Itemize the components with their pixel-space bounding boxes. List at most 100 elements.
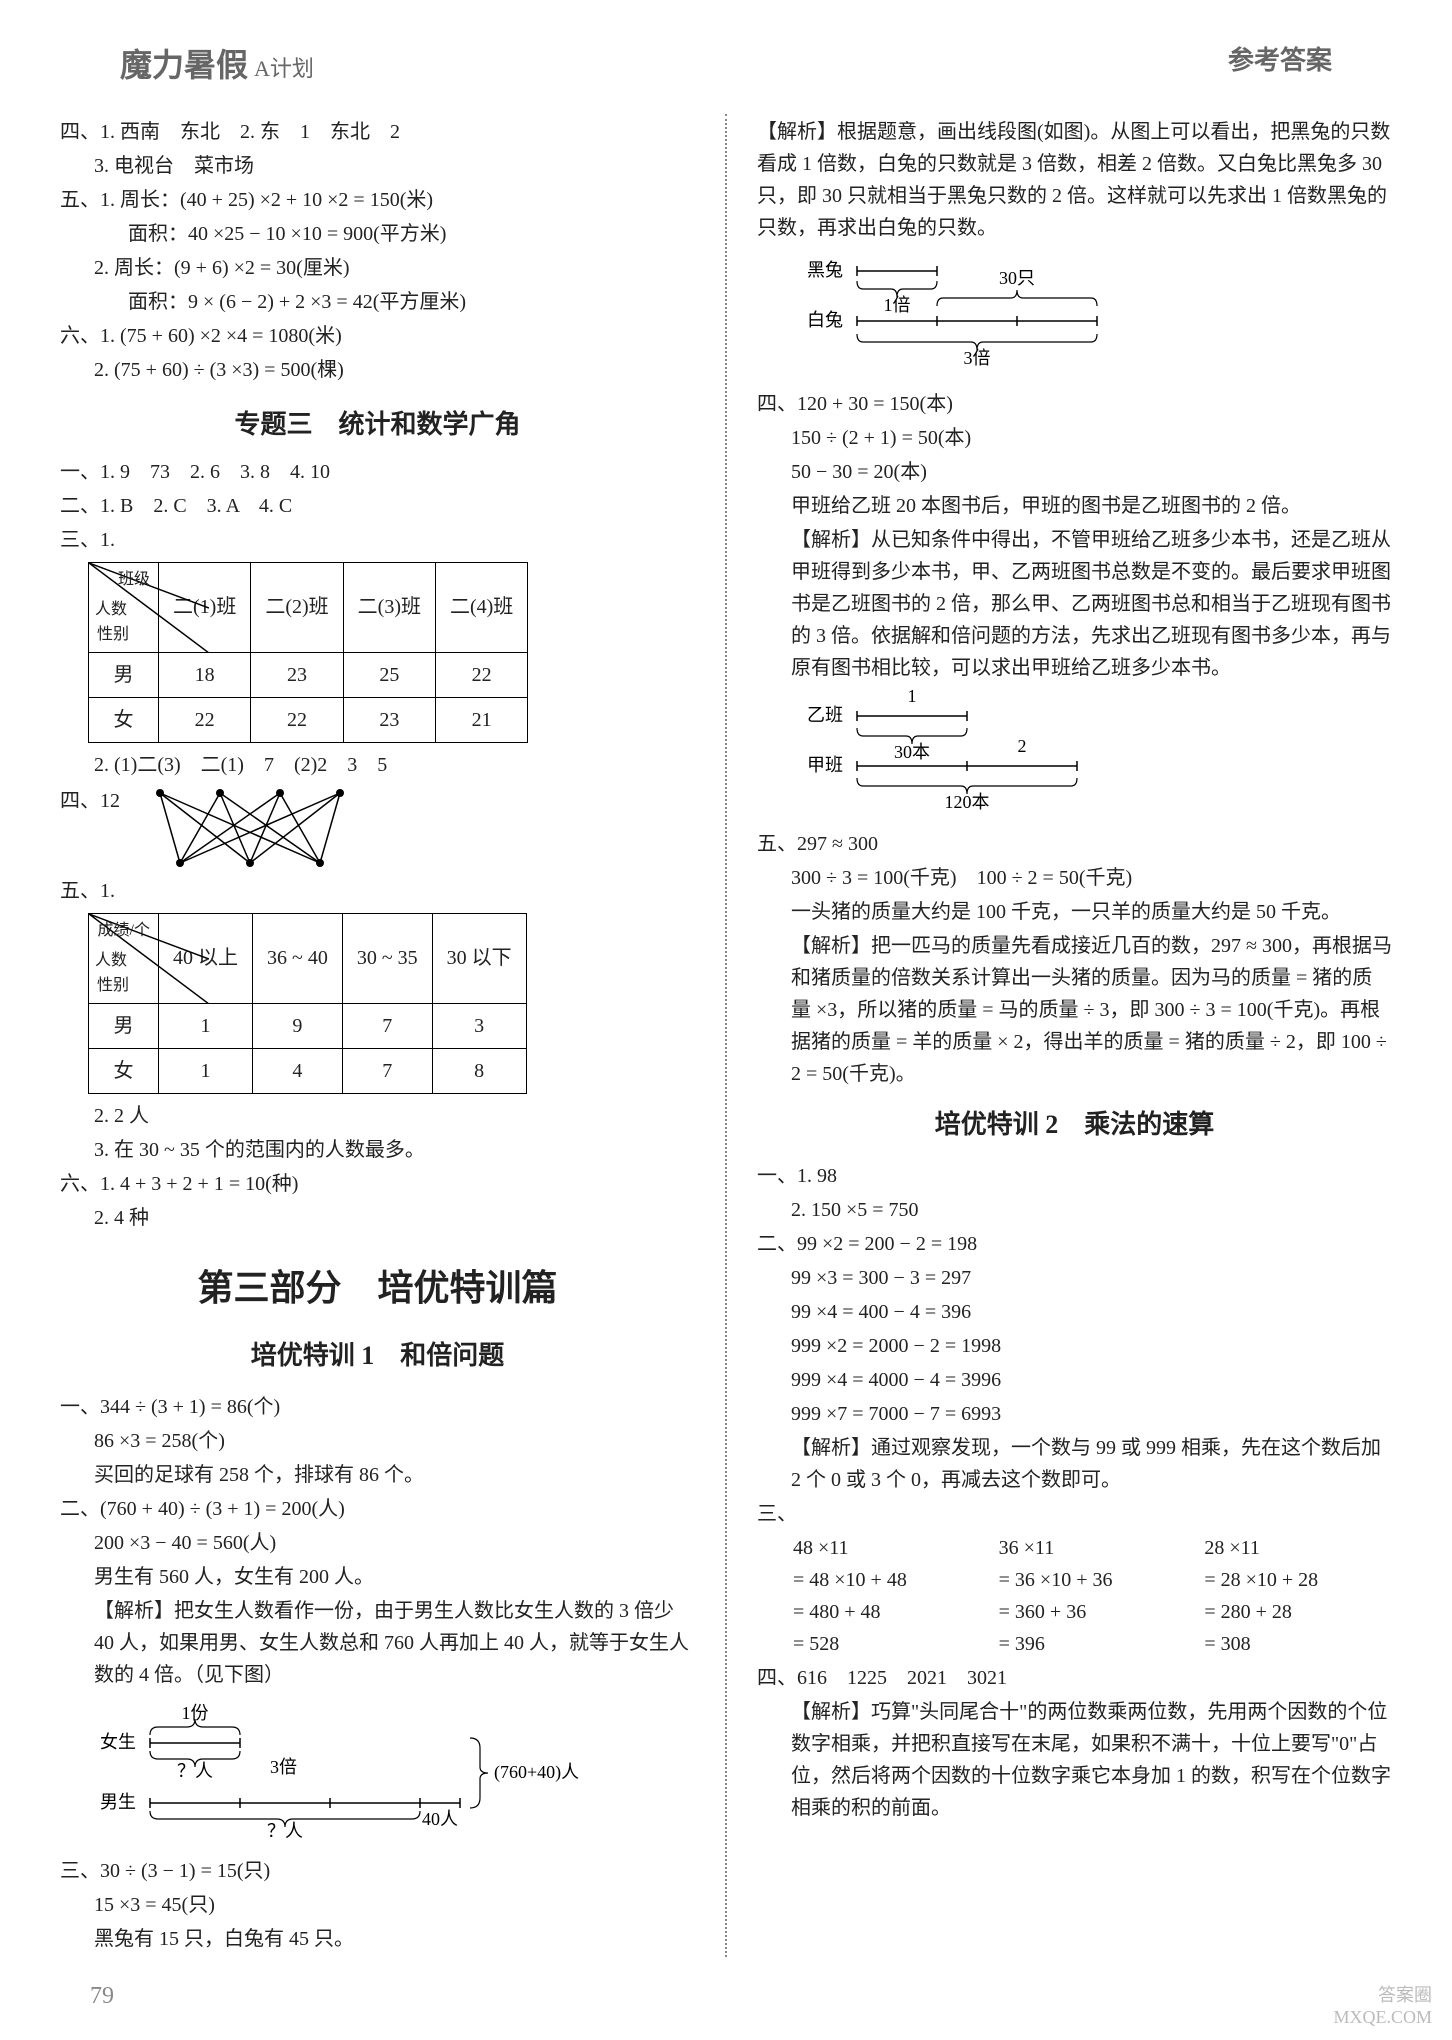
calc: 48 ×11 <box>793 1532 981 1564</box>
text: 86 ×3 = 258(个) <box>60 1425 695 1457</box>
text: 四、616 1225 2021 3021 <box>757 1662 1392 1694</box>
svg-text:120本: 120本 <box>945 792 990 812</box>
cell: 7 <box>342 1048 432 1093</box>
row-label: 女 <box>89 697 159 742</box>
text: 50 − 30 = 20(本) <box>757 456 1392 488</box>
wm-text: 答案圈 <box>1333 1981 1432 2007</box>
svg-text:(760+40)人: (760+40)人 <box>494 1762 579 1783</box>
text: 四、120 + 30 = 150(本) <box>757 388 1392 420</box>
text: 200 ×3 − 40 = 560(人) <box>60 1527 695 1559</box>
text: 2. (1)二(3) 二(1) 7 (2)2 3 5 <box>60 749 695 781</box>
svg-text:1倍: 1倍 <box>884 295 911 315</box>
analysis: 【解析】把女生人数看作一份，由于男生人数比女生人数的 3 倍少 40 人，如果用… <box>60 1595 695 1691</box>
cell: 22 <box>251 697 343 742</box>
wm-url: MXQE.COM <box>1333 2007 1432 2028</box>
cross-diagram <box>120 783 360 873</box>
text: 2. 周长：(9 + 6) ×2 = 30(厘米) <box>60 252 695 284</box>
text: 二、99 ×2 = 200 − 2 = 198 <box>757 1228 1392 1260</box>
text: 面积：40 ×25 − 10 ×10 = 900(平方米) <box>60 218 695 250</box>
calc: = 360 + 36 <box>999 1596 1187 1628</box>
col-header: 二(4)班 <box>435 562 527 652</box>
cell: 1 <box>159 1003 253 1048</box>
row-label: 女 <box>89 1048 159 1093</box>
svg-text:女生: 女生 <box>100 1732 136 1752</box>
table-2: 成绩/个 人数 性别 40 以上 36 ~ 40 30 ~ 35 30 以下 男… <box>88 913 527 1094</box>
svg-text:白兔: 白兔 <box>807 310 843 330</box>
text: 15 ×3 = 45(只) <box>60 1889 695 1921</box>
text: 二、(760 + 40) ÷ (3 + 1) = 200(人) <box>60 1493 695 1525</box>
calc: 36 ×11 <box>999 1532 1187 1564</box>
text: 三、30 ÷ (3 − 1) = 15(只) <box>60 1855 695 1887</box>
row-label: 男 <box>89 1003 159 1048</box>
girl-boy-diagram: 女生1份？人男生40人？人3倍(760+40)人 <box>60 1693 580 1843</box>
text: 二、1. B 2. C 3. A 4. C <box>60 490 695 522</box>
text: 六、1. (75 + 60) ×2 ×4 = 1080(米) <box>60 320 695 352</box>
text: 买回的足球有 258 个，排球有 86 个。 <box>60 1459 695 1491</box>
svg-text:2: 2 <box>1018 736 1027 756</box>
header-right: 参考答案 <box>1228 40 1332 86</box>
text: 2. 2 人 <box>60 1100 695 1132</box>
diag-header: 成绩/个 人数 性别 <box>89 913 159 1003</box>
cell: 25 <box>343 652 435 697</box>
svg-text:1份: 1份 <box>182 1703 209 1723</box>
text: 3. 在 30 ~ 35 个的范围内的人数最多。 <box>60 1134 695 1166</box>
row-label: 男 <box>89 652 159 697</box>
title-main: 魔力暑假 <box>120 47 248 83</box>
text: 一、1. 98 <box>757 1160 1392 1192</box>
part3-title: 第三部分 培优特训篇 <box>60 1260 695 1318</box>
left-column: 四、1. 西南 东北 2. 东 1 东北 2 3. 电视台 菜市场 五、1. 周… <box>60 114 695 1957</box>
calc-grid: 48 ×11 36 ×11 28 ×11 = 48 ×10 + 48 = 36 … <box>793 1532 1392 1660</box>
text: 一、1. 9 73 2. 6 3. 8 4. 10 <box>60 456 695 488</box>
analysis: 【解析】从已知条件中得出，不管甲班给乙班多少本书，还是乙班从甲班得到多少本书，甲… <box>757 524 1392 684</box>
analysis: 【解析】巧算"头同尾合十"的两位数乘两位数，先用两个因数的个位数字相乘，并把积直… <box>757 1696 1392 1824</box>
diag-bot: 性别 <box>97 973 129 999</box>
text: 300 ÷ 3 = 100(千克) 100 ÷ 2 = 50(千克) <box>757 862 1392 894</box>
text: 面积：9 × (6 − 2) + 2 ×3 = 42(平方厘米) <box>60 286 695 318</box>
calc: = 48 ×10 + 48 <box>793 1564 981 1596</box>
svg-text:男生: 男生 <box>100 1792 136 1812</box>
svg-text:30本: 30本 <box>894 742 930 762</box>
rabbit-diagram: 黑兔 1倍白兔 30只 3倍 <box>757 246 1237 376</box>
header-left: 魔力暑假A计划 <box>120 40 314 86</box>
py2-title: 培优特训 2 乘法的速算 <box>757 1104 1392 1146</box>
diag-bot: 性别 <box>97 622 129 648</box>
diag-mid: 人数 <box>95 597 127 623</box>
calc: = 480 + 48 <box>793 1596 981 1628</box>
text: 999 ×4 = 4000 − 4 = 3996 <box>757 1364 1392 1396</box>
page-number: 79 <box>90 1983 114 2010</box>
py1-title: 培优特训 1 和倍问题 <box>60 1335 695 1377</box>
analysis: 【解析】通过观察发现，一个数与 99 或 999 相乘，先在这个数后加 2 个 … <box>757 1432 1392 1496</box>
column-divider <box>725 114 727 1957</box>
text: 六、1. 4 + 3 + 2 + 1 = 10(种) <box>60 1168 695 1200</box>
cell: 8 <box>432 1048 526 1093</box>
calc: = 28 ×10 + 28 <box>1204 1564 1392 1596</box>
text: 一、344 ÷ (3 + 1) = 86(个) <box>60 1391 695 1423</box>
text: 3. 电视台 菜市场 <box>60 150 695 182</box>
page: 魔力暑假A计划 参考答案 四、1. 西南 东北 2. 东 1 东北 2 3. 电… <box>0 0 1452 2040</box>
calc: = 396 <box>999 1628 1187 1660</box>
right-column: 【解析】根据题意，画出线段图(如图)。从图上可以看出，把黑兔的只数看成 1 倍数… <box>757 114 1392 1957</box>
text: 一头猪的质量大约是 100 千克，一只羊的质量大约是 50 千克。 <box>757 896 1392 928</box>
cell: 23 <box>251 652 343 697</box>
text: 2. 150 ×5 = 750 <box>757 1194 1392 1226</box>
calc: = 36 ×10 + 36 <box>999 1564 1187 1596</box>
topic3-title: 专题三 统计和数学广角 <box>60 404 695 446</box>
cell: 9 <box>253 1003 343 1048</box>
text: 三、 <box>757 1498 1392 1530</box>
svg-text:30只: 30只 <box>999 268 1035 288</box>
diag-top: 成绩/个 <box>98 918 150 944</box>
diag-top: 班级 <box>118 567 150 593</box>
svg-text:3倍: 3倍 <box>964 348 991 368</box>
text: 五、1. 周长：(40 + 25) ×2 + 10 ×2 = 150(米) <box>60 184 695 216</box>
text: 黑兔有 15 只，白兔有 45 只。 <box>60 1923 695 1955</box>
text: 三、1. <box>60 524 695 556</box>
cell: 21 <box>435 697 527 742</box>
svg-text:？人: ？人 <box>267 1821 303 1841</box>
text: 999 ×7 = 7000 − 7 = 6993 <box>757 1398 1392 1430</box>
svg-text:黑兔: 黑兔 <box>807 260 843 280</box>
cell: 22 <box>159 697 251 742</box>
text: 五、297 ≈ 300 <box>757 828 1392 860</box>
text: 2. 4 种 <box>60 1202 695 1234</box>
cell: 22 <box>435 652 527 697</box>
text: 999 ×2 = 2000 − 2 = 1998 <box>757 1330 1392 1362</box>
